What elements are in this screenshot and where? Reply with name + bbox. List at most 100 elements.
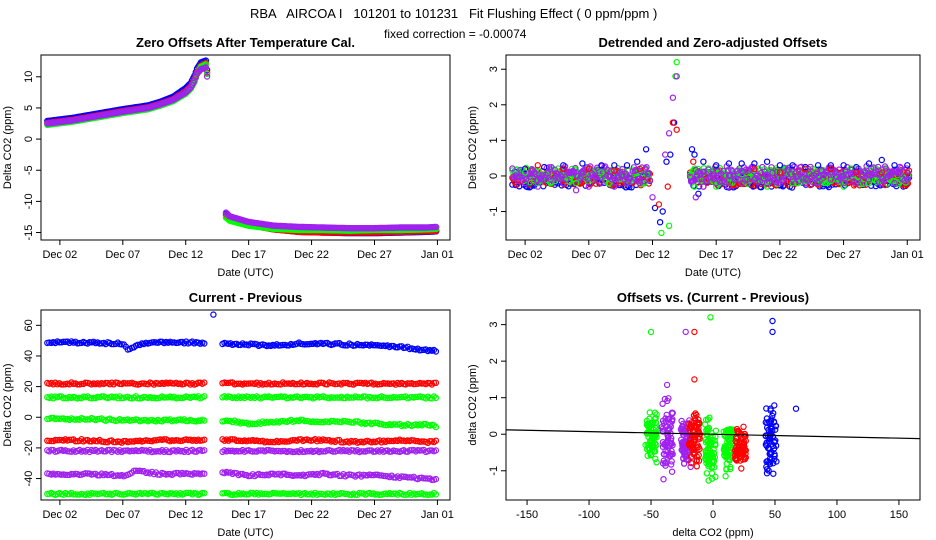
y-tick-label: -5 bbox=[23, 165, 35, 175]
y-tick-label: 1 bbox=[488, 395, 500, 401]
y-tick-label: 40 bbox=[23, 350, 35, 362]
series-point-blue bbox=[659, 208, 666, 215]
x-tick-label: Jan 01 bbox=[421, 249, 454, 261]
series-point-green bbox=[673, 58, 680, 66]
series-point-blue bbox=[642, 146, 650, 153]
x-tick-label: Dec 17 bbox=[231, 249, 266, 261]
band-point bbox=[514, 177, 522, 185]
series-point-purple bbox=[649, 194, 656, 201]
plot-title: Zero Offsets After Temperature Cal. bbox=[136, 35, 355, 50]
x-tick-label: Dec 22 bbox=[294, 509, 329, 521]
series-point-purple bbox=[203, 73, 211, 80]
outlier-point bbox=[691, 376, 698, 383]
band-point bbox=[822, 179, 829, 186]
y-axis-label: Delta CO2 (ppm) bbox=[467, 106, 479, 189]
x-tick-label: Dec 12 bbox=[168, 509, 203, 521]
y-axis-label: delta CO2 (ppm) bbox=[467, 364, 479, 445]
series-group bbox=[642, 314, 800, 484]
series-point-blue bbox=[700, 158, 707, 165]
band-point bbox=[512, 172, 520, 179]
x-tick-label: Dec 02 bbox=[508, 249, 543, 261]
y-tick-label: -40 bbox=[23, 471, 35, 487]
x-tick-label: Dec 02 bbox=[42, 249, 77, 261]
x-tick-label: Dec 07 bbox=[571, 249, 606, 261]
x-axis-label: Date (UTC) bbox=[217, 267, 273, 279]
series-point-red bbox=[690, 158, 697, 165]
series-point-purple bbox=[662, 151, 669, 158]
series-point-green bbox=[665, 222, 673, 229]
series-point-red bbox=[673, 126, 680, 133]
outlier-point bbox=[210, 311, 217, 318]
series-group bbox=[509, 58, 913, 237]
series-point-purple bbox=[191, 77, 198, 84]
y-tick-label: 3 bbox=[488, 66, 500, 72]
y-tick-label: 3 bbox=[488, 322, 500, 328]
plot-frame bbox=[505, 54, 921, 241]
band-point bbox=[509, 165, 516, 172]
series-point-red bbox=[664, 183, 672, 190]
series-point-purple bbox=[433, 223, 440, 231]
x-tick-label: 0 bbox=[710, 509, 716, 521]
x-tick-label: 100 bbox=[828, 509, 846, 521]
y-tick-label: -1 bbox=[488, 207, 500, 217]
x-tick-label: Jan 01 bbox=[421, 509, 454, 521]
cluster-point bbox=[660, 476, 667, 483]
cluster-point bbox=[668, 468, 676, 475]
series-point-blue bbox=[688, 146, 696, 153]
outlier-point bbox=[792, 405, 800, 412]
y-tick-label: 10 bbox=[23, 71, 35, 83]
outlier-point bbox=[663, 381, 671, 389]
y-tick-label: -20 bbox=[23, 440, 35, 456]
plot-frame bbox=[40, 54, 451, 241]
outlier-point bbox=[769, 328, 776, 336]
x-tick-label: -50 bbox=[643, 509, 659, 521]
band-point bbox=[522, 164, 530, 172]
x-axis-label: Date (UTC) bbox=[685, 267, 741, 279]
x-tick-label: Dec 12 bbox=[635, 249, 670, 261]
series-point-purple bbox=[202, 64, 210, 71]
y-tick-label: 5 bbox=[23, 105, 35, 111]
y-axis-label: Delta CO2 (ppm) bbox=[2, 363, 14, 446]
series-point-blue bbox=[656, 218, 664, 226]
x-tick-label: Dec 17 bbox=[699, 249, 734, 261]
outlier-point bbox=[647, 328, 655, 336]
y-tick-label: 2 bbox=[488, 102, 500, 108]
x-tick-label: 50 bbox=[769, 509, 781, 521]
band-point bbox=[572, 164, 579, 172]
x-tick-label: Dec 22 bbox=[762, 249, 797, 261]
x-tick-label: Dec 17 bbox=[231, 509, 266, 521]
outlier-point bbox=[682, 328, 689, 336]
cluster-point bbox=[693, 463, 701, 470]
x-tick-label: Jan 01 bbox=[891, 249, 924, 261]
series-point-blue bbox=[663, 158, 670, 165]
x-tick-label: Dec 12 bbox=[168, 249, 203, 261]
series-group bbox=[44, 57, 440, 237]
outlier-point bbox=[691, 328, 698, 336]
x-axis-label: Date (UTC) bbox=[217, 527, 273, 539]
outlier-point bbox=[707, 314, 714, 321]
x-tick-label: 150 bbox=[890, 509, 908, 521]
series-point-purple bbox=[665, 130, 673, 137]
outlier-point bbox=[769, 317, 776, 325]
series-point-blue bbox=[691, 151, 698, 158]
panel-current-previous: Current - Previous Date (UTC) Delta CO2 (p… bbox=[2, 290, 454, 539]
band-point bbox=[532, 170, 539, 178]
figure-title: RBA AIRCOA I 101201 to 101231 Fit Flushi… bbox=[250, 6, 658, 21]
plot-title: Current - Previous bbox=[189, 290, 302, 305]
y-tick-label: -15 bbox=[23, 225, 35, 241]
x-tick-label: Dec 27 bbox=[826, 249, 861, 261]
series-point-red bbox=[655, 201, 663, 208]
y-tick-label: 0 bbox=[23, 414, 35, 420]
cluster-point bbox=[722, 473, 729, 480]
series-point-blue bbox=[623, 162, 631, 169]
y-tick-label: 20 bbox=[23, 380, 35, 392]
band-point bbox=[526, 173, 533, 180]
series-point-blue bbox=[878, 156, 886, 164]
cluster-point bbox=[740, 423, 747, 430]
x-tick-label: Dec 27 bbox=[357, 509, 392, 521]
series-group bbox=[44, 311, 440, 499]
series-point-purple bbox=[192, 73, 199, 81]
y-tick-label: 0 bbox=[488, 173, 500, 179]
x-tick-label: Dec 02 bbox=[42, 509, 77, 521]
band-point bbox=[641, 179, 648, 187]
